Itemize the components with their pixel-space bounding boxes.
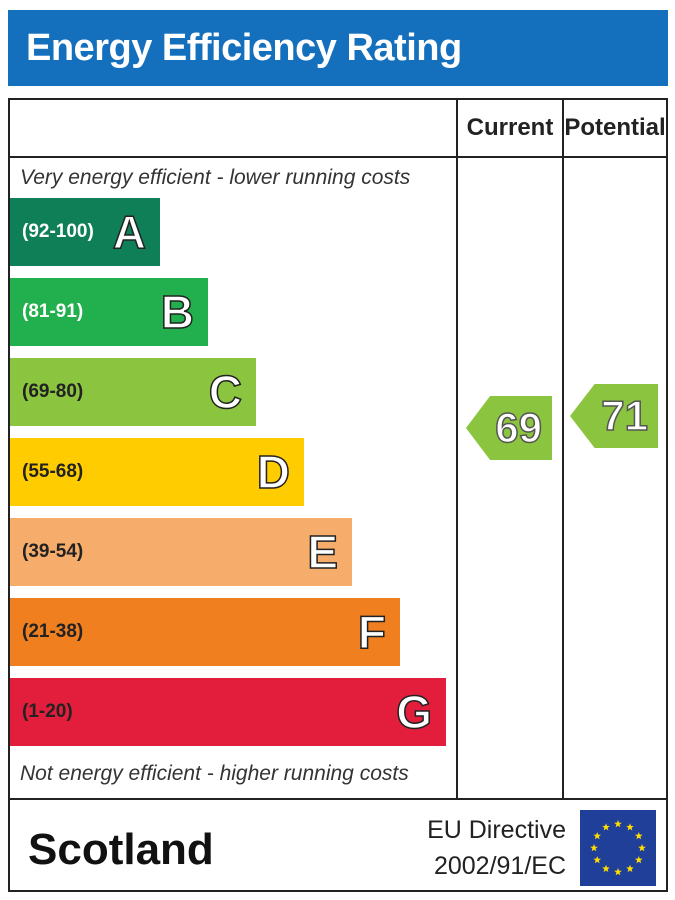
current-rating-value: 69: [495, 403, 543, 452]
potential-rating-arrow: 71: [570, 384, 658, 448]
header-divider: [10, 156, 666, 158]
eu-star-icon: [593, 832, 602, 840]
band-letter: C: [208, 365, 243, 419]
band-letter: D: [256, 445, 291, 499]
efficient-note: Very energy efficient - lower running co…: [20, 166, 411, 189]
eu-directive-line1: EU Directive: [427, 816, 566, 844]
eu-star-icon: [602, 864, 610, 873]
column-header-potential: Potential: [564, 114, 666, 141]
eu-star-icon: [590, 844, 598, 852]
band-range: (81-91): [22, 301, 84, 322]
eu-stars-icon: [590, 820, 646, 876]
rating-chart-frame: Current Potential Very energy efficient …: [8, 98, 668, 892]
potential-rating-value: 71: [601, 391, 649, 440]
eu-star-icon: [614, 820, 622, 828]
eu-star-icon: [634, 832, 643, 840]
band-g: (1-20) G: [10, 678, 446, 746]
band-d: (55-68) D: [10, 438, 304, 506]
column-header-current: Current: [466, 114, 554, 141]
band-f: (21-38) F: [10, 598, 400, 666]
eu-star-icon: [593, 856, 602, 864]
eu-flag-icon: [580, 810, 656, 886]
band-e: (39-54) E: [10, 518, 352, 586]
eu-star-icon: [626, 823, 634, 831]
footer-divider: [10, 798, 666, 800]
eu-star-icon: [638, 844, 646, 852]
band-a: (92-100) A: [10, 198, 160, 266]
column-divider-potential: [562, 100, 564, 800]
band-range: (55-68): [22, 461, 84, 482]
eu-star-icon: [614, 868, 622, 876]
band-range: (1-20): [22, 701, 73, 722]
band-letter: A: [112, 205, 147, 259]
current-rating-arrow: 69: [466, 396, 552, 460]
band-range: (21-38): [22, 621, 84, 642]
eu-directive-line2: 2002/91/EC: [433, 852, 566, 880]
band-range: (69-80): [22, 381, 84, 402]
eu-directive: EU Directive 2002/91/EC: [427, 812, 566, 884]
page-title: Energy Efficiency Rating: [8, 10, 668, 86]
band-b: (81-91) B: [10, 278, 208, 346]
eu-star-icon: [634, 856, 643, 864]
band-letter: E: [307, 525, 339, 579]
band-range: (92-100): [22, 221, 94, 242]
band-letter: B: [160, 285, 195, 339]
inefficient-note: Not energy efficient - higher running co…: [20, 762, 409, 785]
eu-star-icon: [602, 823, 610, 831]
eu-star-icon: [626, 864, 634, 873]
band-range: (39-54): [22, 541, 84, 562]
region-label: Scotland: [28, 825, 214, 874]
column-divider-current: [456, 100, 458, 800]
band-letter: G: [395, 685, 432, 739]
band-c: (69-80) C: [10, 358, 256, 426]
band-letter: F: [357, 605, 387, 659]
